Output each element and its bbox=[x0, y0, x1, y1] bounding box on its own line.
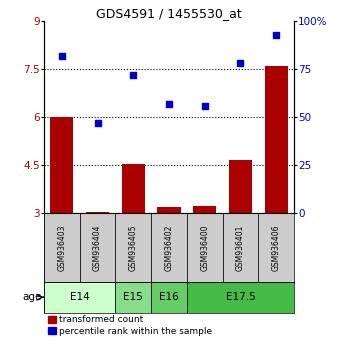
Legend: transformed count, percentile rank within the sample: transformed count, percentile rank withi… bbox=[48, 315, 212, 336]
Text: age: age bbox=[23, 292, 42, 302]
Text: GSM936403: GSM936403 bbox=[57, 224, 66, 271]
Bar bbox=[122, 164, 145, 213]
Text: GSM936400: GSM936400 bbox=[200, 224, 209, 271]
Bar bbox=[223, 213, 258, 282]
Bar bbox=[187, 282, 294, 313]
Bar bbox=[187, 213, 223, 282]
Bar bbox=[50, 117, 73, 213]
Bar bbox=[265, 66, 288, 213]
Bar bbox=[229, 160, 252, 213]
Text: GSM936402: GSM936402 bbox=[165, 224, 173, 271]
Point bbox=[273, 32, 279, 38]
Text: E14: E14 bbox=[70, 292, 90, 302]
Bar bbox=[86, 212, 109, 213]
Bar bbox=[151, 282, 187, 313]
Bar bbox=[115, 213, 151, 282]
Bar bbox=[258, 213, 294, 282]
Point bbox=[59, 53, 65, 59]
Text: E16: E16 bbox=[159, 292, 179, 302]
Bar bbox=[44, 282, 115, 313]
Bar bbox=[80, 213, 115, 282]
Text: GSM936405: GSM936405 bbox=[129, 224, 138, 271]
Text: GSM936404: GSM936404 bbox=[93, 224, 102, 271]
Bar bbox=[44, 213, 80, 282]
Text: GSM936401: GSM936401 bbox=[236, 224, 245, 271]
Point bbox=[95, 120, 100, 126]
Point bbox=[166, 101, 172, 107]
Bar bbox=[193, 206, 216, 213]
Point bbox=[238, 61, 243, 66]
Point bbox=[202, 103, 208, 109]
Title: GDS4591 / 1455530_at: GDS4591 / 1455530_at bbox=[96, 7, 242, 20]
Bar bbox=[115, 282, 151, 313]
Text: E15: E15 bbox=[123, 292, 143, 302]
Bar bbox=[151, 213, 187, 282]
Point bbox=[130, 72, 136, 78]
Text: E17.5: E17.5 bbox=[225, 292, 255, 302]
Bar bbox=[158, 207, 180, 213]
Text: GSM936406: GSM936406 bbox=[272, 224, 281, 271]
